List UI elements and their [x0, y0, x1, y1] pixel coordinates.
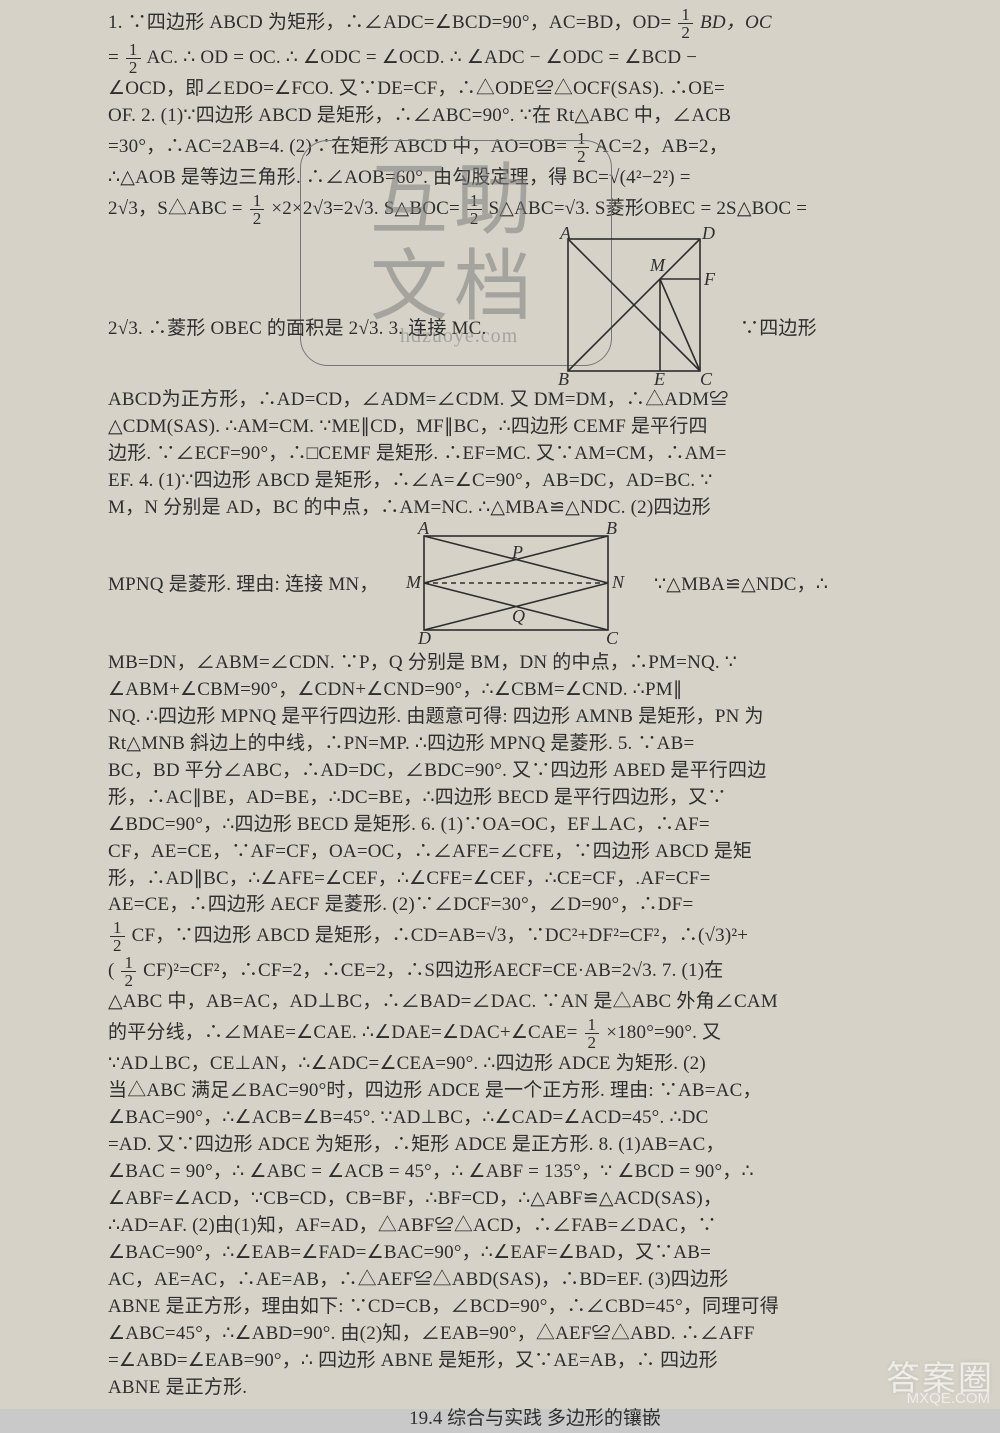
line-40: =∠ABD=∠EAB=90°，∴ 四边形 ABNE 是矩形，又∵AE=AB，∴ …: [108, 1348, 962, 1375]
line-08: 2√3. ∴菱形 OBEC 的面积是 2√3. 3. 连接 MC.: [108, 316, 538, 343]
line-15: MB=DN，∠ABM=∠CDN. ∵P，Q 分别是 BM，DN 的中点，∴PM=…: [108, 650, 962, 677]
figure-square-abcd: A D M F B E C: [550, 227, 718, 387]
svg-text:F: F: [703, 269, 716, 289]
svg-text:B: B: [606, 522, 617, 538]
line-29: ∵AD⊥BC，CE⊥AN，∴∠ADC=∠CEA=90°. ∴四边形 ADCE 为…: [108, 1051, 962, 1078]
figure-rect-mpnq: A B M N P Q D C: [396, 522, 636, 647]
line-12: EF. 4. (1)∵四边形 ABCD 是矩形，∴∠A=∠C=90°，AB=DC…: [108, 468, 962, 495]
svg-text:Q: Q: [512, 606, 525, 626]
line-04: OF. 2. (1)∵四边形 ABCD 是矩形，∴∠ABC=90°. ∵在 Rt…: [108, 103, 962, 130]
line-37: AC，AE=AC，∴AE=AB，∴△AEF≌△ABD(SAS)，∴BD=EF. …: [108, 1267, 962, 1294]
line-31: ∠BAC=90°，∴∠ACB=∠B=45°. ∵AD⊥BC，∴∠CAD=∠ACD…: [108, 1105, 962, 1132]
line-39: ∠ABC=45°，∴∠ABD=90°. 由(2)知，∠EAB=90°，△AEF≌…: [108, 1321, 962, 1348]
line-11: 边形. ∵∠ECF=90°，∴□CEMF 是矩形. ∴EF=MC. 又∵AM=C…: [108, 441, 962, 468]
line-01: 1. ∵四边形 ABCD 为矩形，∴∠ADC=∠BCD=90°，AC=BD，OD…: [108, 6, 962, 41]
line-21: ∠BDC=90°，∴四边形 BECD 是矩形. 6. (1)∵OA=OC，EF⊥…: [108, 812, 962, 839]
line-22: CF，AE=CE，∵AF=CF，OA=OC，∴∠AFE=∠CFE，∵四边形 AB…: [108, 839, 962, 866]
svg-text:M: M: [405, 572, 422, 592]
line-13: M，N 分别是 AD，BC 的中点，∴AM=NC. ∴△MBA≌△NDC. (2…: [108, 495, 962, 522]
line-38: ABNE 是正方形，理由如下: ∵CD=CB，∠BCD=90°，∴∠CBD=45…: [108, 1294, 962, 1321]
svg-text:C: C: [700, 369, 713, 387]
svg-text:B: B: [558, 369, 569, 387]
line-03: ∠OCD，即∠EDO=∠FCO. 又∵DE=CF，∴△ODE≌△OCF(SAS)…: [108, 76, 962, 103]
line-14b: ∵△MBA≌△NDC，∴: [654, 572, 828, 599]
line-25: 12 CF，∵四边形 ABCD 是矩形，∴CD=AB=√3，∵DC²+DF²=C…: [108, 919, 962, 954]
corner-watermark-sub: MXQE.COM: [907, 1388, 990, 1409]
line-16: ∠ABM+∠CBM=90°，∠CDN+∠CND=90°，∴∠CBM=∠CND. …: [108, 677, 962, 704]
svg-text:N: N: [611, 572, 625, 592]
line-08b: ∵四边形: [740, 316, 817, 343]
line-20: 形，∴AC∥BE，AD=BE，∴DC=BE，∴四边形 BECD 是平行四边形，又…: [108, 785, 962, 812]
line-14a: MPNQ 是菱形. 理由: 连接 MN，: [108, 572, 388, 599]
svg-text:D: D: [417, 628, 431, 647]
line-23: 形，∴AD∥BC，∴∠AFE=∠CEF，∴∠CFE=∠CEF，∴CE=CF，.A…: [108, 866, 962, 893]
line-17: NQ. ∴四边形 MPNQ 是平行四边形. 由题意可得: 四边形 AMNB 是矩…: [108, 704, 962, 731]
svg-text:E: E: [653, 369, 665, 387]
line-36: ∠BAC=90°，∴∠EAB=∠FAD=∠BAC=90°，∴∠EAF=∠BAD，…: [108, 1240, 962, 1267]
row-with-fig1: 2√3. ∴菱形 OBEC 的面积是 2√3. 3. 连接 MC. A D M …: [108, 227, 962, 387]
svg-text:P: P: [511, 542, 523, 562]
line-33: ∠BAC = 90°，∴ ∠ABC = ∠ACB = 45°，∴ ∠ABF = …: [108, 1159, 962, 1186]
line-10: △CDM(SAS). ∴AM=CM. ∵ME∥CD，MF∥BC，∴四边形 CEM…: [108, 414, 962, 441]
line-28: 的平分线，∴∠MAE=∠CAE. ∴∠DAE=∠DAC+∠CAE= 12 ×18…: [108, 1016, 962, 1051]
line-35: ∴AD=AF. (2)由(1)知，AF=AD，△ABF≌△ACD，∴∠FAB=∠…: [108, 1213, 962, 1240]
svg-text:D: D: [701, 227, 715, 243]
line-18: Rt△MNB 斜边上的中线，∴PN=MP. ∴四边形 MPNQ 是菱形. 5. …: [108, 731, 962, 758]
page-root: 互助 文档 hdzuoye.com 1. ∵四边形 ABCD 为矩形，∴∠ADC…: [0, 0, 1000, 1409]
line-41: ABNE 是正方形.: [108, 1375, 962, 1402]
line-02: = 12 AC. ∴ OD = OC. ∴ ∠ODC = ∠OCD. ∴ ∠AD…: [108, 41, 962, 76]
line-24: AE=CE，∴四边形 AECF 是菱形. (2)∵∠DCF=30°，∠D=90°…: [108, 892, 962, 919]
svg-text:C: C: [606, 628, 619, 647]
svg-text:A: A: [559, 227, 572, 243]
svg-text:A: A: [417, 522, 430, 538]
line-30: 当△ABC 满足∠BAC=90°时，四边形 ADCE 是一个正方形. 理由: ∵…: [108, 1078, 962, 1105]
line-19: BC，BD 平分∠ABC，∴AD=DC，∠BDC=90°. 又∵四边形 ABED…: [108, 758, 962, 785]
svg-text:M: M: [649, 255, 666, 275]
section-title: 19.4 综合与实践 多边形的镶嵌: [108, 1406, 962, 1433]
line-34: ∠ABF=∠ACD，∵CB=CD，CB=BF，∴BF=CD，∴△ABF≌△ACD…: [108, 1186, 962, 1213]
line-32: =AD. 又∵四边形 ADCE 为矩形，∴矩形 ADCE 是正方形. 8. (1…: [108, 1132, 962, 1159]
line-09: ABCD为正方形，∴AD=CD，∠ADM=∠CDM. 又 DM=DM，∴△ADM…: [108, 387, 962, 414]
line-26: ( 12 CF)²=CF²，∴CF=2，∴CE=2，∴S四边形AECF=CE·A…: [108, 954, 962, 989]
row-with-fig2: MPNQ 是菱形. 理由: 连接 MN， A B M N P Q D C ∵: [108, 522, 962, 650]
line-27: △ABC 中，AB=AC，AD⊥BC，∴∠BAD=∠DAC. ∵AN 是△ABC…: [108, 989, 962, 1016]
